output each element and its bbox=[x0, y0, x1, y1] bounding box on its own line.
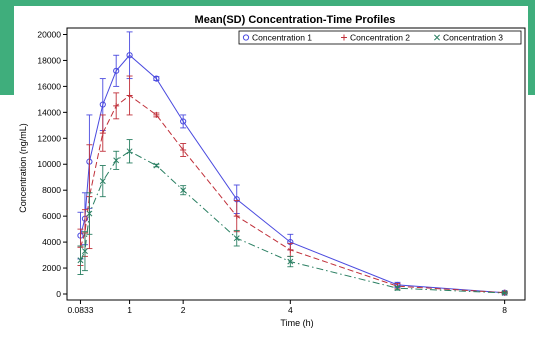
data-point bbox=[233, 213, 240, 220]
legend-item: Concentration 3 bbox=[434, 33, 503, 43]
x-axis-label: Time (h) bbox=[280, 318, 313, 328]
x-tick-label: 1 bbox=[127, 305, 132, 315]
legend-item: Concentration 1 bbox=[242, 33, 312, 43]
y-tick-label: 8000 bbox=[42, 185, 61, 195]
data-point bbox=[287, 258, 294, 265]
y-tick-label: 12000 bbox=[37, 133, 61, 143]
data-point bbox=[126, 52, 133, 59]
data-point bbox=[126, 148, 133, 155]
legend-box bbox=[238, 30, 522, 45]
data-point bbox=[81, 248, 88, 255]
chart-card: Mean(SD) Concentration-Time Profiles 0 20… bbox=[14, 6, 528, 332]
data-point bbox=[180, 187, 187, 194]
concentration-time-chart: Mean(SD) Concentration-Time Profiles 020… bbox=[18, 14, 526, 328]
y-tick-label: 14000 bbox=[37, 107, 61, 117]
y-tick-label: 2000 bbox=[42, 263, 61, 273]
y-tick-label: 18000 bbox=[37, 55, 61, 65]
data-point bbox=[233, 235, 240, 242]
legend-label: Concentration 2 bbox=[350, 33, 410, 43]
data-point bbox=[287, 246, 294, 253]
legend-label: Concentration 1 bbox=[252, 33, 312, 43]
series-line bbox=[80, 94, 505, 294]
y-axis-label: Concentration (ng/mL) bbox=[18, 123, 28, 213]
legend: Concentration 1 Concentration 2 Concentrat… bbox=[238, 30, 522, 45]
plot-frame bbox=[66, 27, 526, 301]
legend-item: Concentration 2 bbox=[341, 33, 410, 43]
legend-label: Concentration 3 bbox=[443, 33, 503, 43]
data-point bbox=[99, 101, 106, 108]
y-tick-label: 10000 bbox=[37, 159, 61, 169]
y-tick-label: 6000 bbox=[42, 211, 61, 221]
data-point bbox=[77, 257, 84, 264]
data-point bbox=[153, 111, 160, 118]
series-2 bbox=[77, 75, 508, 296]
data-point bbox=[113, 102, 120, 109]
x-tick-label: 4 bbox=[288, 305, 293, 315]
legend-marker bbox=[434, 34, 440, 41]
series-3 bbox=[77, 139, 508, 296]
data-point bbox=[180, 118, 187, 125]
x-tick-label: 8 bbox=[502, 305, 507, 315]
data-point bbox=[99, 130, 106, 137]
chart-title: Mean(SD) Concentration-Time Profiles bbox=[195, 14, 396, 26]
legend-marker bbox=[341, 34, 347, 41]
data-point bbox=[126, 92, 133, 99]
x-tick-label: 2 bbox=[181, 305, 186, 315]
x-tick-label: 0.0833 bbox=[67, 305, 93, 315]
y-axis: 0 2000 4000 6000 8000 10000 12000 14000 16000 180… bbox=[37, 29, 67, 299]
data-point bbox=[86, 210, 93, 217]
y-tick-label: 4000 bbox=[42, 237, 61, 247]
legend-marker bbox=[242, 34, 250, 41]
series-line bbox=[80, 54, 505, 294]
data-point bbox=[99, 178, 106, 185]
data-point bbox=[153, 162, 160, 169]
series-layer bbox=[77, 31, 508, 296]
data-point bbox=[153, 75, 160, 82]
y-tick-label: 0 bbox=[56, 289, 61, 299]
series-1 bbox=[77, 31, 508, 296]
data-point bbox=[180, 146, 187, 153]
data-point bbox=[113, 67, 120, 74]
data-point bbox=[394, 285, 401, 292]
data-point bbox=[501, 290, 508, 296]
data-point bbox=[113, 157, 120, 164]
series-line bbox=[80, 150, 505, 294]
y-tick-label: 20000 bbox=[37, 29, 61, 39]
y-tick-label: 16000 bbox=[37, 81, 61, 91]
x-axis: 0.0833 1 2 4 8 bbox=[67, 300, 507, 315]
